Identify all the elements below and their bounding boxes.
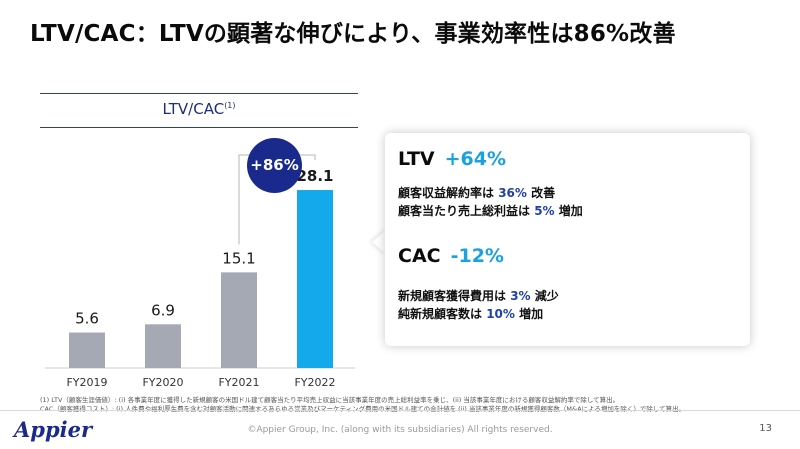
value-label-fy2022: 28.1 (296, 167, 333, 185)
ltv-detail-margin: 顧客当たり売上総利益は 5% 増加 (398, 202, 583, 219)
footnote-ltv: (1) LTV（顧客生涯価値）: (i) 各事業年度に獲得した新規顧客の米国ドル… (40, 396, 620, 404)
ltv-detail-churn-text: 顧客収益解約率は (398, 186, 499, 200)
ltv-change: +64% (444, 148, 507, 170)
footer-divider (0, 410, 800, 411)
category-label-fy2019: FY2019 (66, 376, 107, 389)
appier-logo: Appier (14, 417, 93, 442)
chart-header-label: LTV/CAC (162, 100, 225, 118)
page-title: LTV/CAC：LTVの顕著な伸びにより、事業効率性は86%改善 (30, 21, 676, 47)
ltv-detail-margin-suffix: 増加 (554, 204, 583, 218)
chart-header-divider-top (40, 93, 358, 94)
cac-change: -12% (450, 245, 504, 267)
ltv-detail-churn-suffix: 改善 (526, 186, 556, 200)
footnote-mark: (1) (224, 101, 236, 110)
cac-detail-cost-suffix: 減少 (530, 289, 559, 303)
category-label-fy2022: FY2022 (294, 376, 335, 389)
ltv-detail-churn: 顧客収益解約率は 36% 改善 (398, 184, 555, 201)
cac-heading: CAC -12% (398, 245, 504, 267)
page-number: 13 (759, 423, 772, 434)
cac-label: CAC (398, 245, 441, 267)
value-label-fy2019: 5.6 (75, 310, 99, 328)
cac-detail-customers: 純新規顧客数は 10% 増加 (398, 305, 543, 322)
copyright: ©Appier Group, Inc. (along with its subs… (247, 425, 553, 435)
ltv-detail-churn-value: 36% (498, 186, 527, 200)
cac-detail-cost-text: 新規顧客獲得費用は (398, 289, 511, 303)
ltv-heading: LTV +64% (398, 148, 506, 170)
cac-detail-customers-value: 10% (486, 307, 515, 321)
ltv-label: LTV (398, 148, 435, 170)
cac-detail-cost-value: 3% (510, 289, 531, 303)
ltv-detail-margin-value: 5% (534, 204, 555, 218)
cac-detail-cost: 新規顧客獲得費用は 3% 減少 (398, 287, 559, 304)
ltv-detail-margin-text: 顧客当たり売上総利益は (398, 204, 535, 218)
growth-badge: +86% (247, 138, 302, 193)
chart-header: LTV/CAC(1) (40, 100, 358, 118)
category-label-fy2020: FY2020 (142, 376, 183, 389)
cac-detail-customers-suffix: 増加 (514, 307, 544, 321)
card-pointer (372, 230, 386, 254)
category-label-fy2021: FY2021 (218, 376, 259, 389)
value-label-fy2020: 6.9 (151, 301, 175, 319)
chart-header-divider-bottom (40, 127, 358, 128)
cac-detail-customers-text: 純新規顧客数は (398, 307, 487, 321)
metrics-card (385, 133, 750, 346)
bar-fy2019 (69, 332, 105, 368)
bar-fy2022 (297, 190, 333, 368)
bar-fy2021 (221, 272, 257, 368)
footnote-cac: CAC（顧客獲得コスト）: (i) 人件費や福利厚生費を含む対顧客活動に関連する… (40, 405, 686, 413)
bar-fy2020 (145, 324, 181, 368)
value-label-fy2021: 15.1 (222, 249, 255, 267)
